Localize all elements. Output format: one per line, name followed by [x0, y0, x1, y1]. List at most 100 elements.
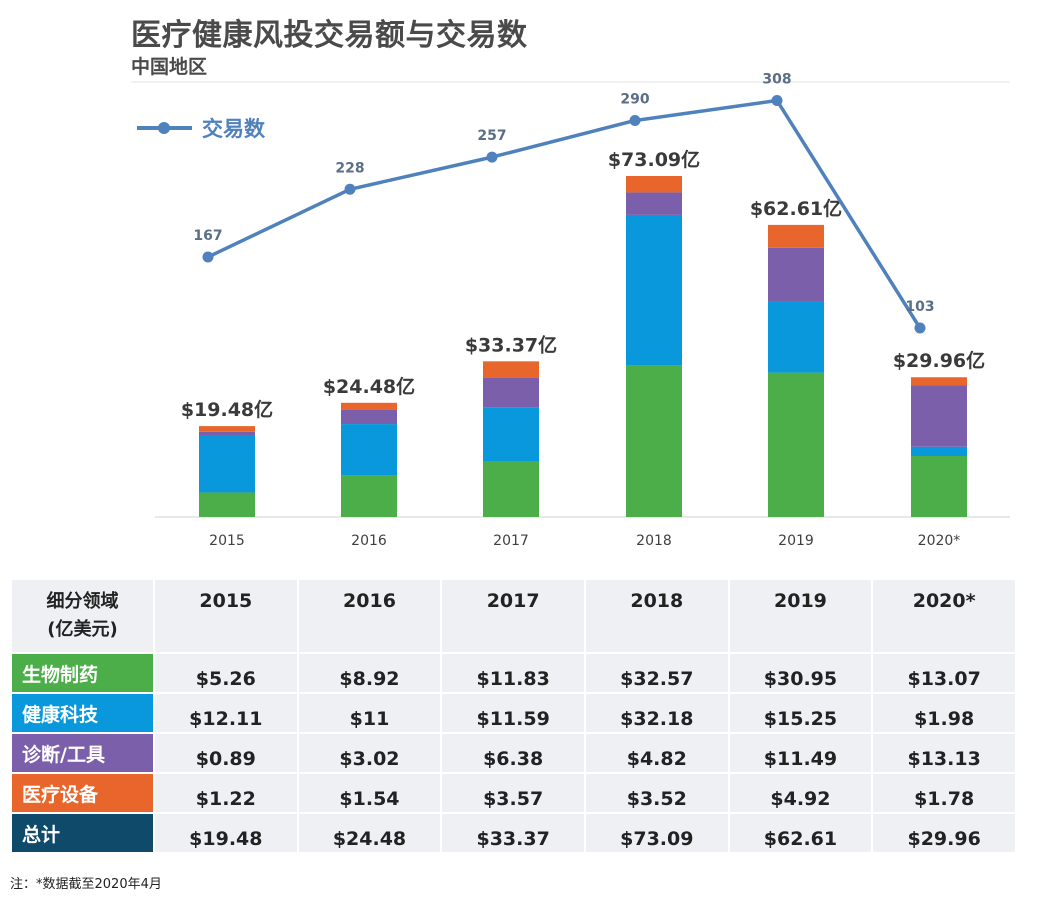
chart-subtitle: 中国地区 [131, 56, 208, 78]
table-cell: $62.61 [727, 812, 874, 854]
deal-count-label: 103 [905, 299, 934, 315]
table-cell: $1.78 [871, 772, 1017, 814]
bar-segment [626, 365, 682, 517]
bar-segment [911, 377, 967, 386]
table-cell: $3.57 [440, 772, 586, 814]
table-year-header: 2018 [583, 578, 730, 654]
bar-segment [768, 372, 824, 517]
corner-line-2: (亿美元) [47, 619, 118, 640]
table-cell: $3.52 [583, 772, 730, 814]
table-cell: $11.83 [440, 652, 586, 694]
table-cell: $12.11 [153, 692, 299, 734]
table-cell: $19.48 [153, 812, 299, 854]
deal-count-point [914, 322, 926, 334]
table-cell: $13.07 [871, 652, 1017, 694]
table-cell: $33.37 [440, 812, 586, 854]
table-year-header: 2020* [871, 578, 1017, 654]
table-cell: $15.25 [727, 692, 874, 734]
table-cell: $11.59 [440, 692, 586, 734]
chart-title: 医疗健康风投交易额与交易数 [131, 18, 528, 53]
bar-segment [341, 424, 397, 476]
bar-segment [911, 456, 967, 517]
bar-stacks [199, 176, 967, 517]
table-row: 总计 $19.48 $24.48 $33.37 $73.09 $62.61 $2… [10, 812, 1017, 854]
table-cell: $4.92 [727, 772, 874, 814]
table-cell: $13.13 [871, 732, 1017, 774]
total-label: $19.48亿 [181, 398, 273, 421]
deal-count-line: 167 228 257 290 308 103 [193, 72, 935, 334]
total-label: $29.96亿 [893, 349, 985, 372]
bar-segment [483, 461, 539, 517]
legend-label: 交易数 [202, 117, 266, 141]
bar-segment [768, 247, 824, 302]
x-tick-label: 2016 [351, 533, 387, 549]
bar-segment [626, 214, 682, 366]
deal-count-point [486, 151, 498, 163]
bar-segment [768, 224, 824, 248]
bar-segment [199, 431, 255, 436]
bar-segment [341, 475, 397, 517]
bar-segment [483, 407, 539, 462]
x-tick-label: 2015 [209, 533, 245, 549]
bar-segment [911, 446, 967, 457]
bar-segment [199, 426, 255, 432]
bar-segment [483, 377, 539, 408]
x-tick-label: 2018 [636, 533, 672, 549]
row-label-devices: 医疗设备 [10, 772, 155, 814]
row-label-diagnostics: 诊断/工具 [10, 732, 155, 774]
deal-count-point [629, 114, 641, 126]
total-label: $33.37亿 [465, 333, 557, 356]
table-cell: $29.96 [871, 812, 1017, 854]
bar-segment [199, 492, 255, 517]
bar-segment [199, 435, 255, 493]
row-label-biopharma: 生物制药 [10, 652, 155, 694]
deal-count-label: 257 [477, 128, 506, 144]
table-cell: $0.89 [153, 732, 299, 774]
deal-count-label: 228 [335, 160, 364, 176]
table-year-header: 2019 [727, 578, 874, 654]
x-tick-labels: 2015 2016 2017 2018 2019 2020* [209, 533, 960, 549]
table-cell: $30.95 [727, 652, 874, 694]
table-row: 医疗设备 $1.22 $1.54 $3.57 $3.52 $4.92 $1.78 [10, 772, 1017, 814]
bar-segment [768, 301, 824, 373]
table-year-header: 2015 [153, 578, 299, 654]
total-label: $73.09亿 [608, 148, 700, 171]
total-label: $62.61亿 [750, 197, 842, 220]
deal-count-label: 290 [620, 91, 649, 107]
table-row: 健康科技 $12.11 $11 $11.59 $32.18 $15.25 $1.… [10, 692, 1017, 734]
bar-segment [626, 192, 682, 215]
row-label-total: 总计 [10, 812, 155, 854]
x-tick-label: 2017 [493, 533, 529, 549]
total-labels: $19.48亿 $24.48亿 $33.37亿 $73.09亿 $62.61亿 $29.9… [181, 148, 985, 421]
x-tick-label: 2020* [918, 533, 961, 549]
table-cell: $1.98 [871, 692, 1017, 734]
bar-segment [341, 409, 397, 425]
table-year-header: 2017 [440, 578, 586, 654]
deal-count-polyline [207, 98, 922, 329]
table-cell: $73.09 [583, 812, 730, 854]
deal-count-point [202, 251, 214, 263]
table-cell: $4.82 [583, 732, 730, 774]
data-table: 细分领域 (亿美元) 2015 2016 2017 2018 2019 2020… [10, 578, 1017, 854]
table-cell: $6.38 [440, 732, 586, 774]
chart: 交易数 2015 2016 2017 2018 2019 2020* $19.48亿 $24… [131, 72, 1010, 549]
x-tick-label: 2019 [778, 533, 814, 549]
table-cell: $1.22 [153, 772, 299, 814]
table-row: 诊断/工具 $0.89 $3.02 $6.38 $4.82 $11.49 $13… [10, 732, 1017, 774]
table-cell: $3.02 [296, 732, 443, 774]
table-row: 生物制药 $5.26 $8.92 $11.83 $32.57 $30.95 $1… [10, 652, 1017, 694]
footnote: 注：*数据截至2020年4月 [10, 877, 162, 892]
corner-line-1: 细分领域 [46, 591, 119, 612]
table-cell: $32.57 [583, 652, 730, 694]
total-label: $24.48亿 [323, 375, 415, 398]
bar-segment [341, 402, 397, 410]
table-year-header: 2016 [296, 578, 443, 654]
table-corner-header: 细分领域 (亿美元) [10, 578, 155, 654]
legend: 交易数 [137, 117, 266, 141]
table-cell: $32.18 [583, 692, 730, 734]
row-label-healthtech: 健康科技 [10, 692, 155, 734]
table-cell: $24.48 [296, 812, 443, 854]
table-cell: $5.26 [153, 652, 299, 694]
bar-segment [483, 361, 539, 378]
table-cell: $11 [296, 692, 443, 734]
